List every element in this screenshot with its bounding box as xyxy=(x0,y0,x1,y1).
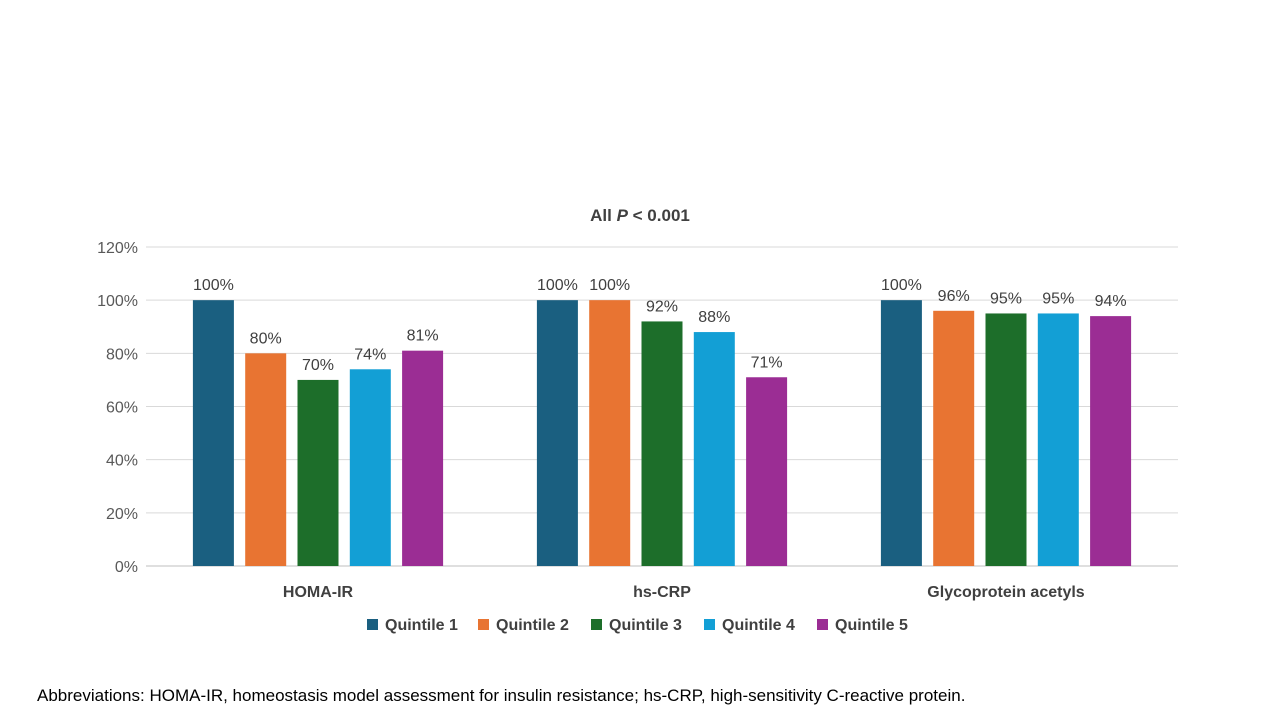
category-label: hs-CRP xyxy=(633,584,691,601)
bar xyxy=(1037,313,1079,566)
bar xyxy=(192,300,234,566)
y-tick-label: 0% xyxy=(115,559,138,576)
chart-title: All P < 0.001 xyxy=(590,206,690,225)
legend-label: Quintile 3 xyxy=(609,617,682,634)
bar xyxy=(245,353,287,566)
category-label: HOMA-IR xyxy=(283,584,354,601)
data-label: 70% xyxy=(302,357,334,374)
y-tick-label: 20% xyxy=(106,506,138,523)
legend-item: Quintile 1 xyxy=(367,617,458,634)
data-label: 100% xyxy=(537,277,578,294)
footnote: Abbreviations: HOMA-IR, homeostasis mode… xyxy=(37,686,966,705)
data-label: 81% xyxy=(407,328,439,345)
data-label: 100% xyxy=(881,277,922,294)
bar xyxy=(693,332,735,566)
data-label: 95% xyxy=(990,290,1022,307)
legend-swatch xyxy=(704,619,715,630)
data-label: 88% xyxy=(698,309,730,326)
bar xyxy=(589,300,631,566)
legend-swatch xyxy=(817,619,828,630)
bar xyxy=(349,369,391,566)
legend-swatch xyxy=(367,619,378,630)
y-tick-label: 100% xyxy=(97,293,138,310)
data-label: 100% xyxy=(589,277,630,294)
legend-swatch xyxy=(478,619,489,630)
data-label: 95% xyxy=(1042,290,1074,307)
data-label: 100% xyxy=(193,277,234,294)
bar xyxy=(746,377,788,566)
legend-item: Quintile 5 xyxy=(817,617,908,634)
bar xyxy=(985,313,1027,566)
bar xyxy=(641,321,683,566)
legend-label: Quintile 4 xyxy=(722,617,795,634)
legend-label: Quintile 1 xyxy=(385,617,458,634)
legend-swatch xyxy=(591,619,602,630)
y-tick-label: 80% xyxy=(106,346,138,363)
data-label: 74% xyxy=(354,346,386,363)
y-tick-label: 40% xyxy=(106,453,138,470)
bar xyxy=(536,300,578,566)
bar xyxy=(880,300,922,566)
y-tick-label: 60% xyxy=(106,400,138,417)
legend-label: Quintile 5 xyxy=(835,617,908,634)
data-label: 80% xyxy=(250,330,282,347)
data-label: 96% xyxy=(938,288,970,305)
legend-item: Quintile 3 xyxy=(591,617,682,634)
bar xyxy=(297,379,339,566)
y-tick-label: 120% xyxy=(97,240,138,257)
bar xyxy=(933,310,975,566)
bar xyxy=(402,350,444,566)
legend-label: Quintile 2 xyxy=(496,617,569,634)
legend-item: Quintile 2 xyxy=(478,617,569,634)
category-label: Glycoprotein acetyls xyxy=(927,584,1084,601)
data-label: 71% xyxy=(751,354,783,371)
data-label: 94% xyxy=(1095,293,1127,310)
data-label: 92% xyxy=(646,298,678,315)
bar xyxy=(1090,316,1132,566)
legend-item: Quintile 4 xyxy=(704,617,795,634)
